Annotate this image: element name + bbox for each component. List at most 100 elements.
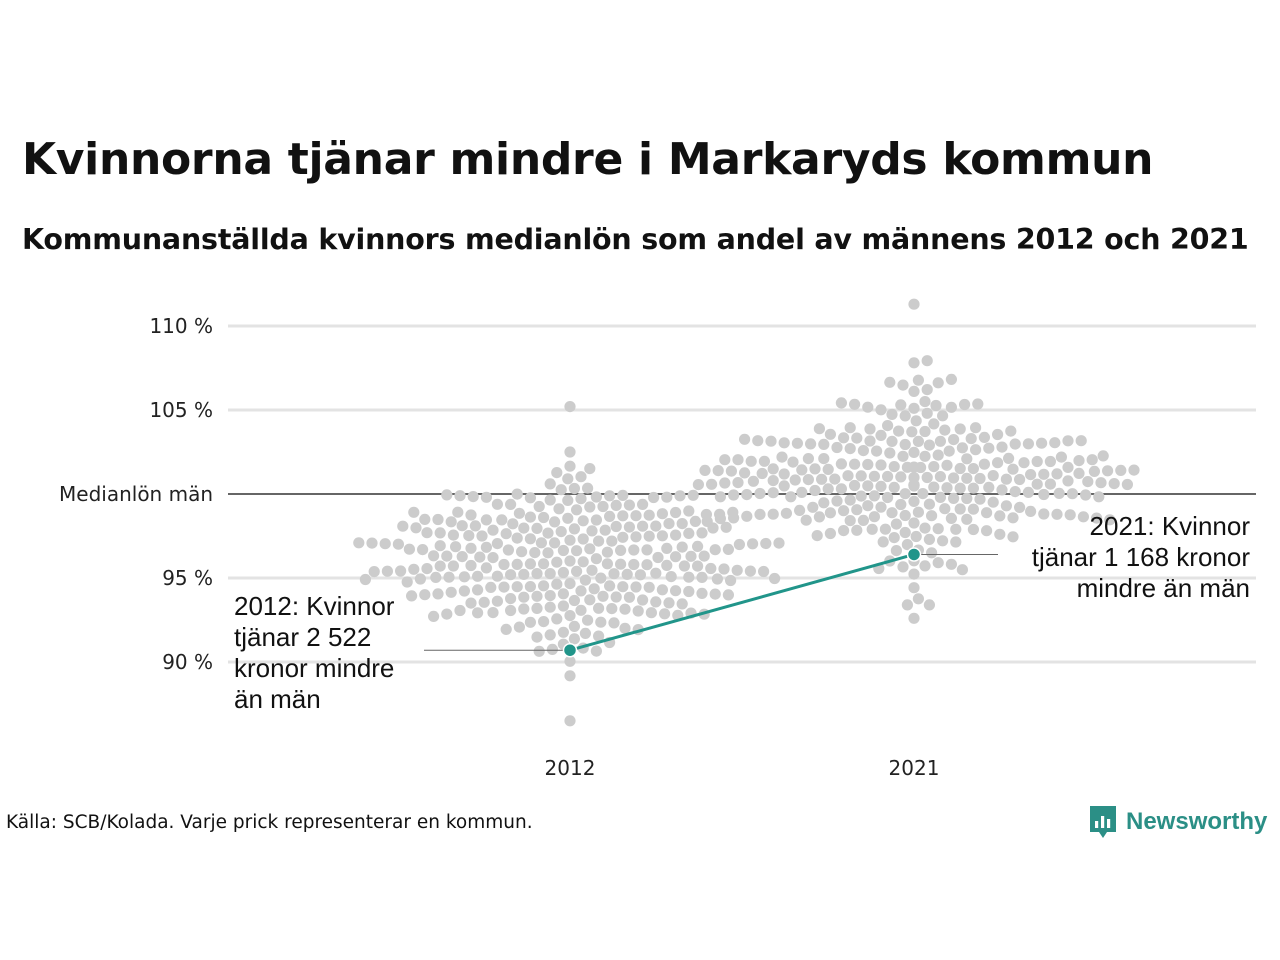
swarm-dot	[983, 442, 995, 454]
swarm-dot	[725, 465, 738, 477]
swarm-dot	[822, 483, 834, 495]
swarm-dot	[1007, 512, 1019, 524]
swarm-dot	[663, 518, 675, 530]
x-tick-label: 2012	[545, 756, 596, 780]
swarm-dot	[410, 522, 422, 534]
swarm-dot	[676, 518, 688, 530]
swarm-dot	[1108, 478, 1120, 490]
swarm-dot	[921, 355, 933, 367]
swarm-dot	[794, 504, 806, 516]
swarm-dot	[656, 530, 669, 542]
swarm-dot	[606, 535, 618, 547]
swarm-dot	[1104, 514, 1116, 526]
swarm-dot	[480, 491, 492, 503]
swarm-dot	[857, 445, 870, 457]
swarm-dot	[579, 574, 592, 586]
swarm-dot	[1077, 511, 1089, 523]
swarm-dot	[487, 552, 499, 564]
swarm-dot	[747, 475, 760, 487]
swarm-dot	[937, 535, 949, 547]
swarm-dot	[676, 598, 688, 610]
swarm-dot	[621, 568, 633, 581]
swarm-dot	[531, 568, 543, 580]
swarm-dot	[1014, 501, 1026, 513]
swarm-dot	[579, 627, 592, 640]
swarm-dot	[568, 523, 581, 535]
swarm-dot	[899, 410, 911, 422]
swarm-dot	[818, 438, 830, 450]
swarm-dot	[796, 464, 808, 476]
swarm-dot	[564, 534, 576, 546]
swarm-dot	[531, 631, 543, 643]
swarm-dot	[996, 484, 1008, 496]
swarm-dot	[445, 516, 457, 528]
swarm-dot	[524, 616, 537, 628]
y-tick-label: Medianlön män	[59, 482, 213, 506]
swarm-dot	[992, 428, 1004, 441]
swarm-dot	[888, 461, 900, 473]
swarm-dot	[441, 608, 453, 620]
swarm-dot	[472, 607, 484, 619]
swarm-dot	[882, 470, 894, 483]
swarm-dot	[544, 494, 556, 506]
swarm-dot	[511, 532, 523, 544]
swarm-dot	[921, 384, 933, 396]
swarm-dot	[628, 544, 640, 556]
swarm-dot	[650, 596, 662, 608]
swarm-dot	[899, 438, 911, 451]
swarm-dot	[923, 533, 936, 546]
swarm-dot	[505, 498, 517, 510]
swarm-dot	[868, 511, 881, 523]
swarm-dot	[884, 376, 896, 388]
swarm-dot	[538, 511, 550, 524]
swarm-dot	[967, 503, 980, 515]
swarm-dot	[458, 585, 470, 597]
swarm-dot	[934, 491, 947, 503]
swarm-dot	[886, 408, 898, 420]
swarm-dot	[496, 514, 508, 526]
swarm-dot	[791, 437, 804, 449]
swarm-dot	[619, 622, 631, 634]
swarm-dot	[862, 458, 874, 471]
swarm-dot	[542, 527, 554, 539]
swarm-dot	[961, 453, 973, 465]
swarm-dot	[714, 513, 727, 525]
swarm-dot	[1025, 505, 1037, 517]
swarm-dot	[928, 418, 940, 430]
swarm-dot	[1031, 455, 1043, 468]
swarm-dot	[403, 543, 415, 555]
swarm-dot	[544, 601, 556, 613]
swarm-dot	[908, 495, 920, 507]
chart-subtitle: Kommunanställda kvinnors medianlön som a…	[22, 223, 1249, 256]
swarm-dot	[857, 514, 870, 527]
swarm-dot	[888, 532, 900, 544]
swarm-dot	[948, 472, 960, 484]
swarm-dot	[813, 511, 826, 523]
swarm-dot	[824, 527, 837, 540]
swarm-dot	[959, 398, 971, 411]
swarm-dot	[767, 487, 779, 499]
annotation-text: kronor mindre	[234, 653, 394, 683]
swarm-dot	[656, 508, 669, 520]
swarm-dot	[417, 544, 429, 556]
swarm-dot	[954, 423, 966, 435]
swarm-dot	[683, 585, 695, 598]
swarm-dot	[747, 538, 759, 550]
swarm-dot	[531, 590, 543, 602]
swarm-dot	[498, 558, 510, 571]
swarm-dot	[754, 487, 766, 500]
swarm-dot	[842, 470, 854, 482]
swarm-dot	[428, 550, 440, 562]
swarm-dot	[741, 510, 753, 522]
swarm-dot	[670, 529, 682, 541]
swarm-dot	[505, 604, 517, 617]
annotation-text: än män	[234, 684, 321, 714]
newsworthy-logo-icon	[1090, 806, 1116, 838]
swarm-dot	[923, 439, 936, 451]
swarm-dot	[912, 374, 925, 386]
swarm-dot	[689, 515, 702, 528]
swarm-dot	[434, 527, 446, 539]
swarm-dot	[502, 544, 514, 556]
swarm-dot	[1064, 509, 1076, 521]
swarm-dots	[353, 298, 1140, 727]
